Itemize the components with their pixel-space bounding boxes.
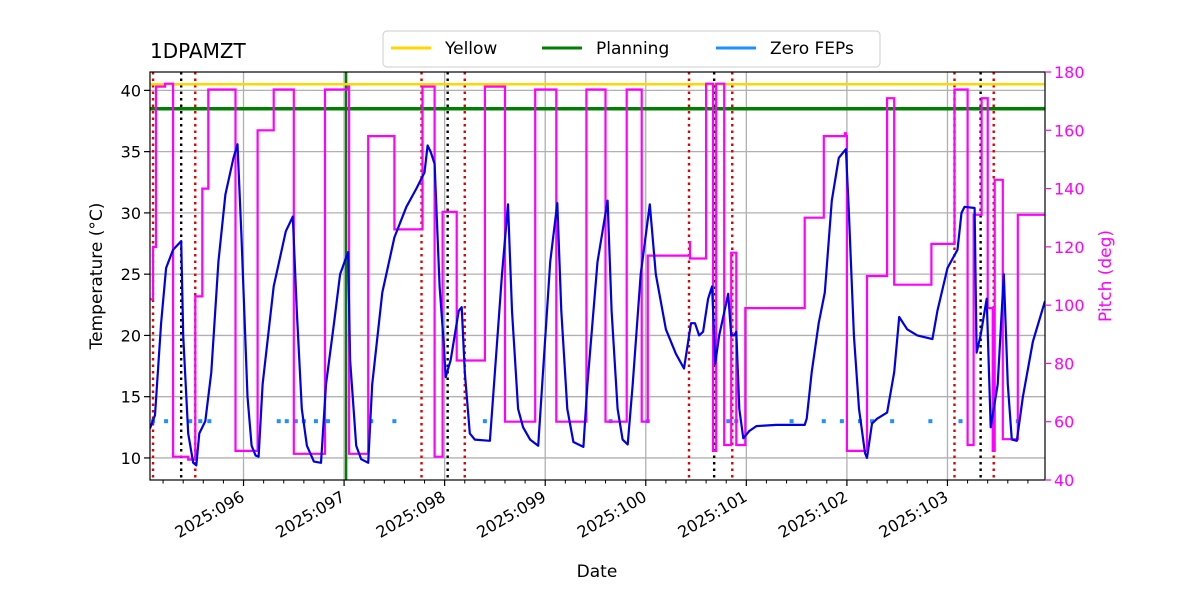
plot-frame bbox=[149, 71, 1046, 481]
left-y-axis-ticks: 10 15 20 25 30 35 40 bbox=[121, 81, 150, 468]
right-y-tick-label: 180 bbox=[1054, 63, 1085, 82]
zero-feps-point bbox=[188, 419, 193, 424]
zero-feps-point bbox=[284, 419, 289, 424]
left-y-tick-label: 25 bbox=[121, 265, 141, 284]
right-y-tick-label: 120 bbox=[1054, 238, 1085, 257]
left-y-tick-label: 40 bbox=[121, 81, 141, 100]
zero-feps-point bbox=[293, 419, 298, 424]
left-y-axis-title: Temperature (°C) bbox=[87, 203, 107, 351]
temperature-series bbox=[150, 143, 1045, 467]
zero-feps-point bbox=[164, 419, 169, 424]
zero-feps-point bbox=[890, 419, 895, 424]
pitch-series bbox=[150, 82, 1045, 461]
zero-feps-point bbox=[392, 419, 397, 424]
x-axis-title: Date bbox=[577, 562, 618, 582]
zero-feps-point bbox=[821, 419, 826, 424]
pitch-line bbox=[150, 82, 1045, 461]
legend-label: Zero FEPs bbox=[770, 39, 854, 59]
right-y-axis-title: Pitch (deg) bbox=[1096, 230, 1116, 322]
legend-label: Yellow bbox=[444, 39, 497, 59]
zero-feps-point bbox=[198, 419, 203, 424]
zero-feps-point bbox=[313, 419, 318, 424]
zero-feps-point bbox=[726, 419, 731, 424]
left-y-tick-label: 30 bbox=[121, 204, 141, 223]
left-y-tick-label: 35 bbox=[121, 143, 141, 162]
zero-feps-point bbox=[207, 419, 212, 424]
right-y-tick-label: 160 bbox=[1054, 121, 1085, 140]
chart-title: 1DPAMZT bbox=[150, 39, 247, 63]
zero-feps-point bbox=[958, 419, 963, 424]
limit-lines bbox=[150, 83, 1045, 111]
zero-feps-point bbox=[839, 419, 844, 424]
left-y-tick-label: 20 bbox=[121, 326, 141, 345]
zero-feps-point bbox=[870, 419, 875, 424]
left-y-tick-label: 10 bbox=[121, 449, 141, 468]
zero-feps-point bbox=[276, 419, 281, 424]
right-y-tick-label: 140 bbox=[1054, 180, 1085, 199]
zero-feps-point bbox=[789, 419, 794, 424]
right-y-tick-label: 100 bbox=[1054, 296, 1085, 315]
right-y-tick-label: 40 bbox=[1054, 471, 1074, 490]
zero-feps-point bbox=[928, 419, 933, 424]
right-y-tick-label: 80 bbox=[1054, 354, 1074, 373]
legend-box bbox=[382, 30, 881, 68]
zero-feps-point bbox=[482, 419, 487, 424]
zero-feps-point bbox=[325, 419, 330, 424]
legend: Yellow Planning Zero FEPs bbox=[382, 30, 881, 68]
right-y-tick-label: 60 bbox=[1054, 413, 1074, 432]
legend-label: Planning bbox=[596, 39, 669, 59]
left-y-tick-label: 15 bbox=[121, 388, 141, 407]
temperature-line bbox=[150, 143, 1045, 467]
right-y-axis-ticks: 40 60 80 100 120 140 160 180 bbox=[1045, 63, 1085, 490]
